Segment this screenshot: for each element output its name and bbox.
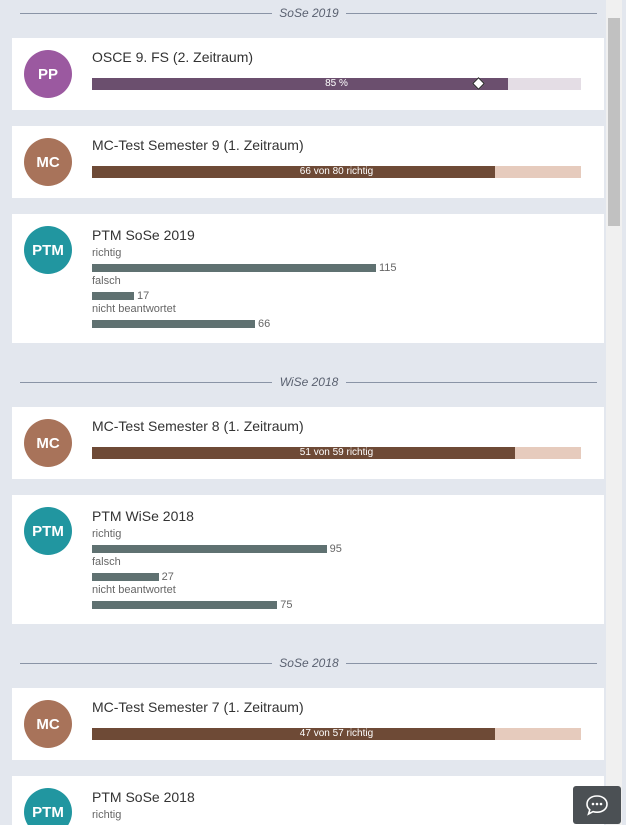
card-title: MC-Test Semester 7 (1. Zeitraum) xyxy=(92,699,304,715)
card-title: PTM SoSe 2019 xyxy=(92,227,195,243)
section-divider xyxy=(346,663,597,664)
scrollbar-thumb[interactable] xyxy=(608,18,620,226)
progress-label: 85 % xyxy=(325,78,348,89)
section-divider xyxy=(20,382,272,383)
avatar: PTM xyxy=(24,507,72,555)
card-title: MC-Test Semester 8 (1. Zeitraum) xyxy=(92,418,304,434)
section-divider xyxy=(20,13,272,14)
section-title: WiSe 2018 xyxy=(279,375,339,389)
progress-track: 85 % xyxy=(92,77,581,90)
progress-fill xyxy=(92,78,508,90)
row-value: 75 xyxy=(280,599,293,611)
row-bar xyxy=(92,545,327,553)
result-card[interactable]: PTM PTM WiSe 2018 richtig 95 falsch 27 nicht b… xyxy=(12,495,604,624)
result-card[interactable]: MC MC-Test Semester 7 (1. Zeitraum) 47 von… xyxy=(12,688,604,760)
section-divider xyxy=(20,663,272,664)
row-bar xyxy=(92,320,255,328)
section-title: SoSe 2018 xyxy=(279,656,339,670)
progress-label: 51 von 59 richtig xyxy=(299,447,374,458)
row-label: richtig xyxy=(92,809,122,821)
result-card[interactable]: PTM PTM SoSe 2019 richtig 115 falsch 17 nicht … xyxy=(12,214,604,343)
row-value: 27 xyxy=(161,571,174,583)
row-label: richtig xyxy=(92,528,122,540)
avatar: PTM xyxy=(24,226,72,274)
card-title: PTM SoSe 2018 xyxy=(92,789,195,805)
row-value: 115 xyxy=(379,262,397,274)
progress-track: 51 von 59 richtig xyxy=(92,447,581,459)
result-card[interactable]: MC MC-Test Semester 9 (1. Zeitraum) 66 von… xyxy=(12,126,604,198)
avatar: PP xyxy=(24,50,72,98)
section-title: SoSe 2019 xyxy=(279,6,339,20)
avatar: MC xyxy=(24,138,72,186)
row-bar xyxy=(92,292,134,300)
progress-label: 66 von 80 richtig xyxy=(299,166,374,177)
chat-icon xyxy=(586,795,608,816)
row-bar xyxy=(92,264,376,272)
progress-fill xyxy=(92,447,515,459)
row-label: falsch xyxy=(92,556,121,568)
progress-track: 47 von 57 richtig xyxy=(92,728,581,740)
row-bar xyxy=(92,601,278,609)
row-label: falsch xyxy=(92,275,121,287)
progress-fill xyxy=(92,166,496,178)
progress-fill xyxy=(92,728,496,740)
avatar: MC xyxy=(24,700,72,748)
result-card[interactable]: PP OSCE 9. FS (2. Zeitraum) 85 % xyxy=(12,38,604,110)
card-title: OSCE 9. FS (2. Zeitraum) xyxy=(92,49,254,65)
row-label: nicht beantwortet xyxy=(92,303,176,315)
progress-track: 66 von 80 richtig xyxy=(92,166,581,178)
card-title: MC-Test Semester 9 (1. Zeitraum) xyxy=(92,137,304,153)
card-title: PTM WiSe 2018 xyxy=(92,508,194,524)
row-label: nicht beantwortet xyxy=(92,584,176,596)
avatar: PTM xyxy=(24,788,72,825)
progress-label: 47 von 57 richtig xyxy=(299,728,374,739)
row-bar xyxy=(92,573,159,581)
row-value: 95 xyxy=(329,543,342,555)
row-label: richtig xyxy=(92,247,122,259)
avatar: MC xyxy=(24,419,72,467)
row-value: 66 xyxy=(258,318,271,330)
chat-button[interactable] xyxy=(573,786,621,824)
row-value: 17 xyxy=(136,290,150,302)
section-divider xyxy=(346,13,597,14)
section-divider xyxy=(346,382,597,383)
result-card[interactable]: MC MC-Test Semester 8 (1. Zeitraum) 51 von… xyxy=(12,407,604,479)
